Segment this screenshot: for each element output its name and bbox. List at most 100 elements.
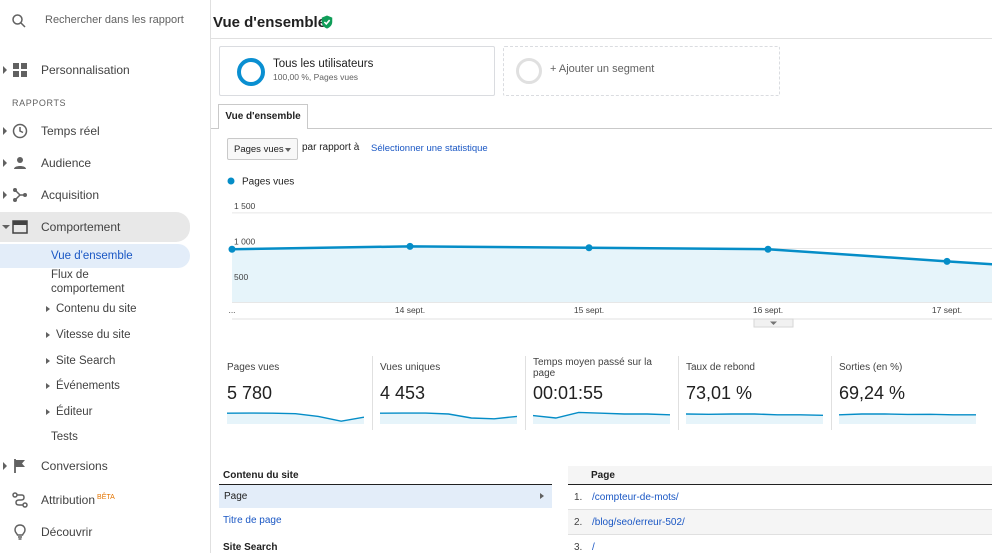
kpi-card[interactable]: Taux de rebond 73,01 % [670,356,823,428]
chevron-right-icon [3,191,7,199]
tab-baseline [211,128,992,129]
kpi-sparkline [227,412,364,424]
sparkline-area [380,413,517,424]
sidebar-subitem-publisher[interactable]: Éditeur [0,401,211,423]
site-table-row-page-title[interactable]: Titre de page [223,515,282,526]
table-row[interactable]: 1. /compteur-de-mots/ [568,485,992,510]
sidebar-item-acquisition[interactable]: Acquisition [0,182,211,208]
segment-all-users[interactable]: Tous les utilisateurs 100,00 %, Pages vu… [219,46,495,96]
sidebar: Rechercher dans les rapport Personnalisa… [0,0,211,553]
segment-subtitle: 100,00 %, Pages vues [273,72,359,82]
site-table-row-page[interactable]: Page [219,485,552,508]
kpi-sparkline [686,413,823,424]
sidebar-item-behavior[interactable]: Comportement [0,212,190,242]
sidebar-subitem-label: Site Search [56,355,116,367]
sidebar-item-conversions[interactable]: Conversions [0,453,211,479]
sidebar-subitem-label: Tests [51,431,78,443]
kpi-label: Taux de rebond [686,362,755,373]
kpi-card[interactable]: Pages vues 5 780 [211,356,364,428]
sidebar-subitem-label: Événements [56,380,120,392]
sidebar-item-realtime[interactable]: Temps réel [0,118,211,144]
sidebar-subitem-label: Flux de [51,269,89,281]
y-tick-label: 500 [234,272,248,282]
header-divider [211,38,992,39]
search-icon [12,14,26,28]
sparkline-line [227,412,364,422]
kpi-value: 5 780 [227,383,273,403]
table-row[interactable]: 2. /blog/seo/erreur-502/ [568,510,992,535]
clock-icon [12,123,28,139]
sparkline-line [686,413,823,416]
page-link[interactable]: /compteur-de-mots/ [592,492,679,503]
segment-ring-icon [237,58,265,86]
sidebar-subitem-overview[interactable]: Vue d'ensemble [0,244,190,268]
kpi-sparkline [839,413,976,424]
sidebar-item-attribution[interactable]: Attribution BÊTA [0,487,211,513]
sparkline-area [839,414,976,424]
sidebar-item-discover[interactable]: Découvrir [0,519,211,545]
sidebar-subitem-site-search[interactable]: Site Search [0,350,211,372]
compare-label: par rapport à [302,142,360,153]
sidebar-subitem-tests[interactable]: Tests [0,426,211,448]
kpi-value: 73,01 % [686,383,753,403]
kpi-divider [525,356,526,430]
sidebar-subitem-events[interactable]: Événements [0,375,211,397]
x-tick-label: 16 sept. [753,305,783,315]
kpi-label: Sorties (en %) [839,362,903,373]
kpi-label: Temps moyen passé sur la page [533,357,652,379]
site-table-rule [219,484,552,485]
sidebar-subitem-label: Vue d'ensemble [51,250,133,262]
tab-overview[interactable]: Vue d'ensemble [218,104,308,129]
sidebar-subitem-label: Vitesse du site [56,329,131,341]
sidebar-subitem-behavior-flow[interactable]: Flux de comportement [0,266,211,296]
chevron-right-icon [3,159,7,167]
kpi-card[interactable]: Sorties (en %) 69,24 % [823,356,976,428]
chevron-right-icon [46,358,50,364]
sidebar-item-label: Temps réel [41,124,100,138]
y-tick-label: 1 500 [234,201,256,211]
dashboard-icon [13,63,27,77]
pages-table-rule [568,484,992,485]
page-link[interactable]: / [592,542,595,553]
metric-select[interactable]: Pages vues [227,138,298,160]
search-input[interactable]: Rechercher dans les rapport [45,14,184,26]
kpi-label: Vues uniques [380,362,441,373]
x-tick-label: 15 sept. [574,305,604,315]
pageviews-line-chart: Pages vues 1 500 1 000 500... 14 sept. 15 sep… [227,177,992,328]
kpi-card[interactable]: Temps moyen passé sur la page 00:01:55 [517,356,670,428]
sidebar-item-personalisation[interactable]: Personnalisation [0,57,211,83]
kpi-value: 69,24 % [839,383,906,403]
sidebar-subitem-site-content[interactable]: Contenu du site [0,298,211,320]
sidebar-item-audience[interactable]: Audience [0,150,211,176]
select-statistic-link[interactable]: Sélectionner une statistique [371,143,488,154]
kpi-divider [372,356,373,430]
row-label: Page [224,491,248,502]
data-point [764,245,772,253]
x-tick-label: ... [228,305,235,315]
x-tick-label: 14 sept. [395,305,425,315]
data-point [228,245,236,253]
segment-empty-ring-icon [516,58,542,84]
kpi-divider [678,356,679,430]
section-header-reports: RAPPORTS [12,98,67,108]
sidebar-subitem-site-speed[interactable]: Vitesse du site [0,324,211,346]
sidebar-item-label: Audience [41,156,92,170]
page-link[interactable]: /blog/seo/erreur-502/ [592,517,685,528]
kpi-card[interactable]: Vues uniques 4 453 [364,356,517,428]
chevron-right-icon [46,306,50,312]
pages-table-header: Page [591,470,615,481]
sparkline-area [686,414,823,424]
sidebar-item-label: Attribution BÊTA [41,493,115,507]
add-segment-button[interactable]: + Ajouter un segment [503,46,780,96]
page-title: Vue d'ensemble [213,14,327,31]
data-point [406,242,414,250]
beta-badge: BÊTA [97,494,115,501]
kpi-label: Pages vues [227,362,280,373]
report-search[interactable]: Rechercher dans les rapport [0,0,211,42]
acquisition-icon [13,188,27,202]
kpi-value: 00:01:55 [533,383,604,403]
y-tick-label: 1 000 [234,237,256,247]
table-row[interactable]: 3. / [568,535,992,553]
add-segment-label: + Ajouter un segment [550,63,655,75]
